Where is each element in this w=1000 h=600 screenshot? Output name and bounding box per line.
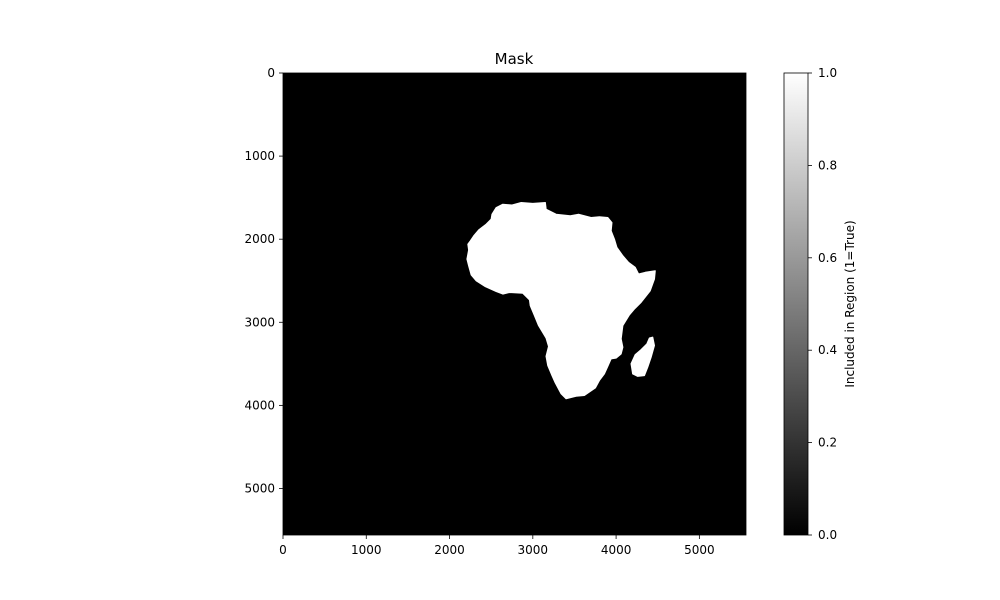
colorbar-tick-label: 0.0: [818, 528, 837, 542]
mask-regions: [466, 202, 656, 400]
colorbar-label: Included in Region (1=True): [843, 220, 857, 387]
x-tick-label: 3000: [518, 543, 549, 557]
mask-background: [283, 73, 746, 535]
chart-title: Mask: [495, 50, 534, 68]
x-tick-label: 0: [279, 543, 287, 557]
colorbar-tick-label: 1.0: [818, 66, 837, 80]
colorbar-tick-label: 0.6: [818, 251, 837, 265]
colorbar-tick-label: 0.2: [818, 436, 837, 450]
y-tick-label: 0: [267, 66, 275, 80]
mask-region-1: [466, 202, 656, 400]
x-axis: 0 1000 2000 3000 4000 5000: [279, 535, 715, 557]
y-tick-label: 4000: [244, 398, 275, 412]
colorbar-tick-label: 0.8: [818, 158, 837, 172]
x-tick-label: 5000: [684, 543, 715, 557]
colorbar-gradient: [783, 72, 809, 536]
plot-frame: [282, 72, 747, 536]
x-tick-label: 1000: [351, 543, 382, 557]
colorbar: 0.0 0.2 0.4 0.6 0.8 1.0 Included in Region (1…: [783, 66, 857, 542]
y-tick-label: 3000: [244, 315, 275, 329]
mask-region-2: [630, 336, 656, 377]
colorbar-tick-label: 0.4: [818, 343, 837, 357]
y-axis: 0 1000 2000 3000 4000 5000: [244, 66, 283, 495]
y-tick-label: 1000: [244, 149, 275, 163]
y-tick-label: 2000: [244, 232, 275, 246]
colorbar-ticks: 0.0 0.2 0.4 0.6 0.8 1.0: [808, 66, 837, 542]
x-tick-label: 4000: [601, 543, 632, 557]
y-tick-label: 5000: [244, 481, 275, 495]
plot-area: [282, 72, 747, 536]
x-tick-label: 2000: [434, 543, 465, 557]
